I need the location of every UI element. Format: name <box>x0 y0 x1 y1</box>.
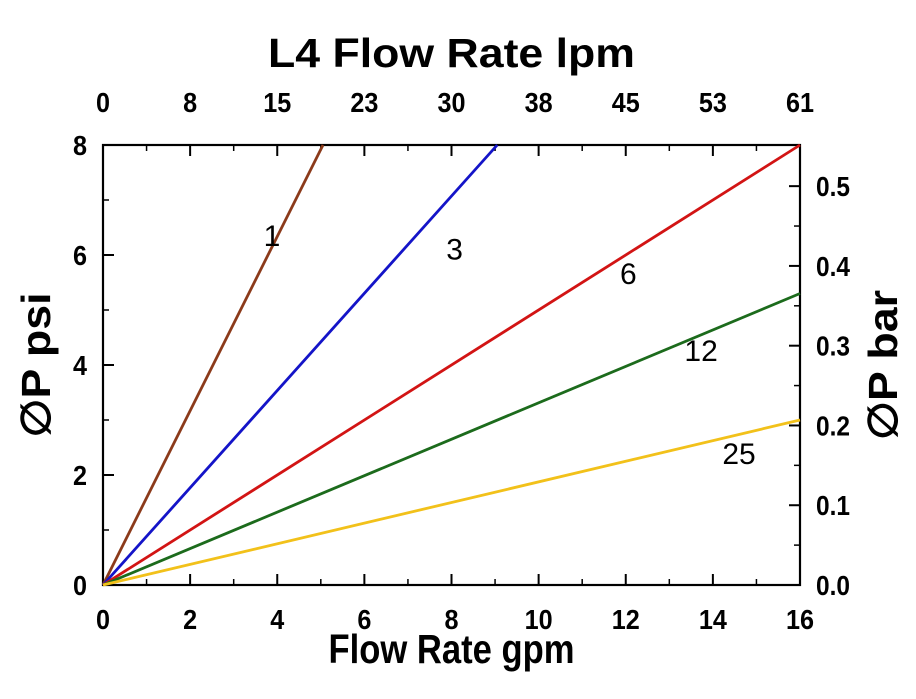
svg-text:6: 6 <box>73 240 87 271</box>
svg-text:30: 30 <box>438 87 466 118</box>
svg-text:0: 0 <box>96 604 110 635</box>
svg-text:16: 16 <box>786 604 814 635</box>
svg-text:0: 0 <box>96 87 110 118</box>
svg-text:53: 53 <box>699 87 727 118</box>
svg-text:0.2: 0.2 <box>816 410 850 441</box>
svg-text:61: 61 <box>786 87 814 118</box>
svg-text:2: 2 <box>73 460 87 491</box>
svg-text:2: 2 <box>183 604 197 635</box>
svg-text:∅P bar: ∅P bar <box>860 290 906 440</box>
svg-text:0.5: 0.5 <box>816 171 850 202</box>
svg-text:1: 1 <box>264 220 281 253</box>
svg-text:45: 45 <box>612 87 640 118</box>
svg-text:0.4: 0.4 <box>816 251 850 282</box>
svg-text:0: 0 <box>73 570 87 601</box>
svg-text:0.1: 0.1 <box>816 490 850 521</box>
svg-text:23: 23 <box>350 87 378 118</box>
svg-text:8: 8 <box>183 87 197 118</box>
svg-text:6: 6 <box>620 258 637 291</box>
svg-text:8: 8 <box>73 130 87 161</box>
svg-text:25: 25 <box>722 438 755 471</box>
svg-text:14: 14 <box>699 604 727 635</box>
svg-text:38: 38 <box>525 87 553 118</box>
svg-text:4: 4 <box>73 350 87 381</box>
svg-text:L4 Flow Rate lpm: L4 Flow Rate lpm <box>268 30 635 76</box>
svg-text:12: 12 <box>612 604 640 635</box>
svg-text:3: 3 <box>446 234 463 267</box>
svg-text:12: 12 <box>684 335 717 368</box>
svg-text:0.0: 0.0 <box>816 570 850 601</box>
svg-text:4: 4 <box>270 604 284 635</box>
svg-text:Flow Rate gpm: Flow Rate gpm <box>329 626 575 672</box>
svg-text:15: 15 <box>263 87 291 118</box>
svg-text:0.3: 0.3 <box>816 331 850 362</box>
svg-text:∅P psi: ∅P psi <box>13 293 59 438</box>
